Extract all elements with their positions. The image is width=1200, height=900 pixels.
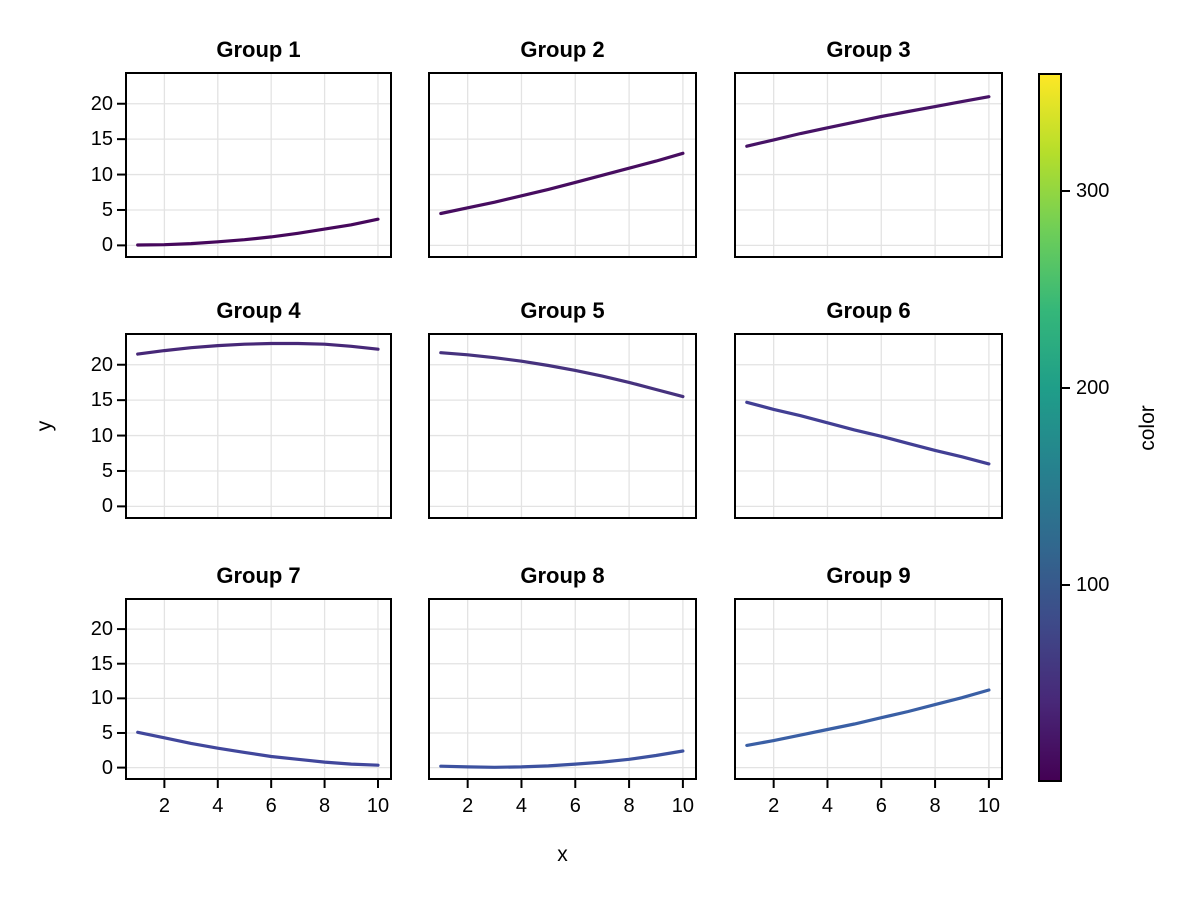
- x-tick-label: 4: [821, 795, 834, 817]
- x-tick-label: 6: [265, 795, 277, 817]
- y-tick-label: 0: [101, 756, 113, 779]
- y-tick-label: 10: [90, 687, 113, 710]
- x-tick-label: 4: [515, 795, 528, 817]
- plot-area: [430, 600, 695, 788]
- y-tick-label: 15: [90, 389, 113, 412]
- facet-panel-group-1: [117, 72, 392, 258]
- y-tick-label: 20: [90, 618, 113, 641]
- x-axis-label: x: [557, 843, 568, 866]
- line-series: [745, 95, 991, 148]
- y-tick-label: 10: [90, 163, 113, 186]
- facet-panel-group-4: [117, 333, 392, 519]
- x-tick-label: 8: [319, 795, 331, 817]
- facet-panel-group-5: [428, 333, 697, 519]
- y-tick-label: 20: [90, 353, 113, 376]
- y-tick-label: 10: [90, 424, 113, 447]
- y-tick-label: 5: [101, 198, 113, 221]
- x-tick-label: 2: [768, 795, 780, 817]
- panel-title: Group 4: [216, 298, 301, 323]
- x-tick-label: 2: [462, 795, 474, 817]
- colorbar-tick-label: 100: [1076, 574, 1110, 597]
- y-tick-label: 0: [101, 234, 113, 257]
- facet-panel-group-2: [428, 72, 697, 258]
- plot-area: [430, 335, 695, 517]
- panel-title: Group 7: [216, 563, 301, 588]
- x-tick-label: 2: [158, 795, 170, 817]
- panel-title: Group 2: [520, 37, 605, 62]
- y-tick-label: 5: [101, 721, 113, 744]
- x-tick-label: 8: [623, 795, 635, 817]
- plot-area: [736, 335, 1001, 517]
- y-tick-label: 20: [90, 92, 113, 115]
- facet-panel-group-3: [734, 72, 1003, 258]
- colorbar-tick-mark: [1062, 387, 1070, 390]
- line-series: [439, 151, 685, 216]
- colorbar-tick-mark: [1062, 584, 1070, 587]
- x-tick-label: 4: [212, 795, 224, 817]
- x-tick-label: 10: [977, 795, 1001, 817]
- line-series: [439, 749, 685, 769]
- facet-panel-group-9: [734, 598, 1003, 788]
- panel-title: Group 1: [216, 37, 301, 62]
- x-tick-label: 10: [671, 795, 695, 817]
- colorbar-tick-label: 300: [1076, 180, 1110, 203]
- line-series: [136, 217, 380, 247]
- line-series: [745, 688, 991, 747]
- plot-area: [117, 74, 390, 256]
- panel-title: Group 9: [826, 563, 911, 588]
- colorbar-gradient: [1040, 75, 1060, 780]
- line-series: [136, 730, 380, 767]
- plot-area: [736, 600, 1001, 788]
- colorbar-tick-label: 200: [1076, 377, 1110, 400]
- facet-panel-group-8: [428, 598, 697, 788]
- facet-panel-group-7: [117, 598, 392, 788]
- x-tick-label: 8: [929, 795, 941, 817]
- y-tick-label: 5: [101, 459, 113, 482]
- plot-area: [736, 74, 1001, 256]
- line-series: [136, 341, 380, 356]
- y-tick-label: 15: [90, 128, 113, 151]
- x-tick-label: 10: [366, 795, 390, 817]
- y-tick-label: 15: [90, 652, 113, 675]
- colorbar-tick-mark: [1062, 190, 1070, 193]
- x-tick-label: 6: [569, 795, 581, 817]
- panel-title: Group 5: [520, 298, 605, 323]
- line-series: [745, 400, 991, 466]
- line-series: [439, 351, 685, 399]
- panel-title: Group 3: [826, 37, 911, 62]
- y-tick-label: 0: [101, 495, 113, 518]
- plot-area: [117, 600, 390, 788]
- plot-area: [117, 335, 390, 517]
- plot-area: [430, 74, 695, 256]
- facet-panel-group-6: [734, 333, 1003, 519]
- x-tick-label: 6: [875, 795, 887, 817]
- panel-title: Group 8: [520, 563, 605, 588]
- colorbar: [1038, 73, 1062, 782]
- panel-title: Group 6: [826, 298, 911, 323]
